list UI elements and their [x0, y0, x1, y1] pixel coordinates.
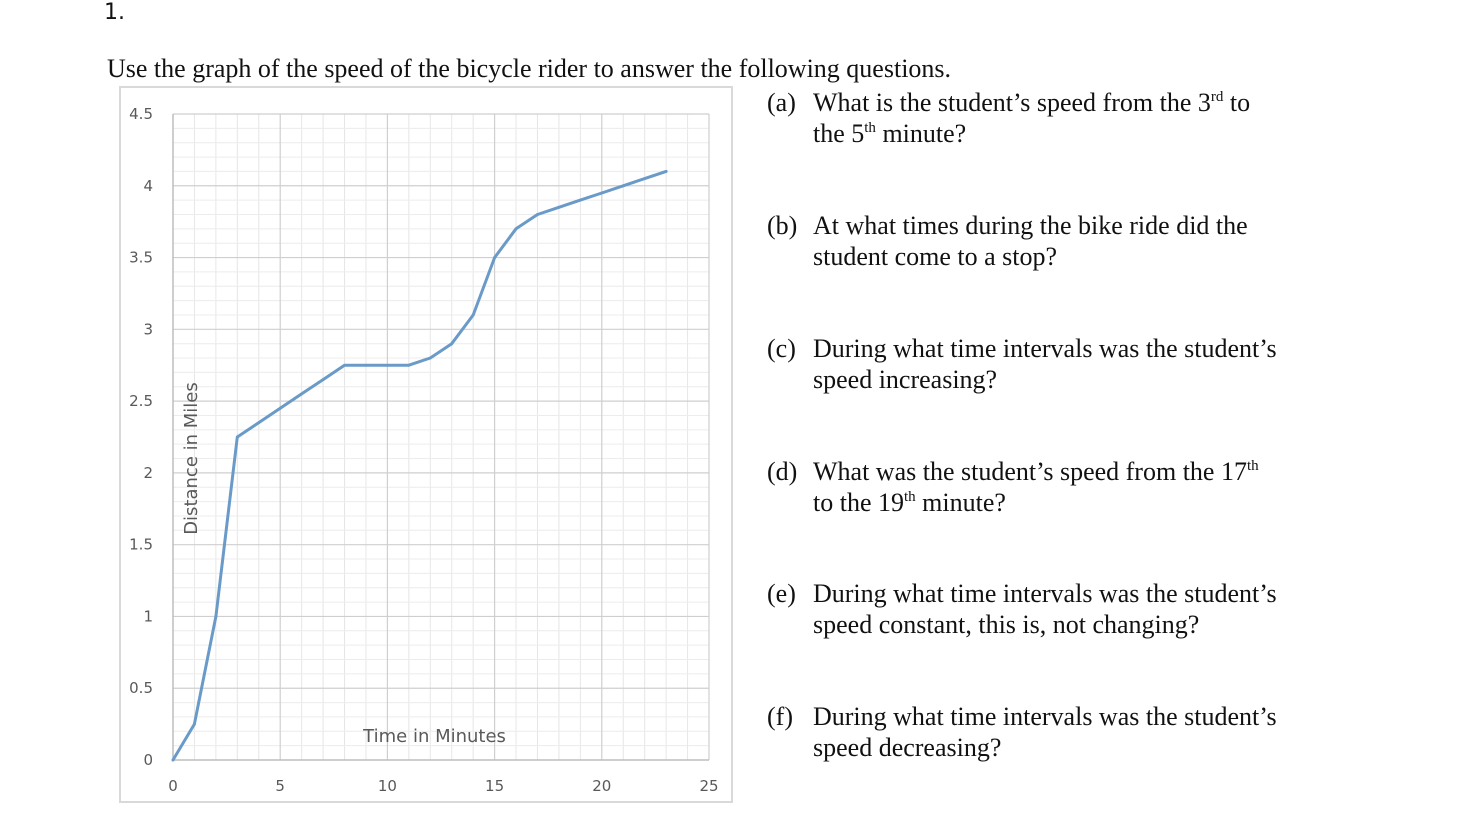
data-point [493, 256, 496, 259]
y-tick-label: 1.5 [129, 536, 153, 554]
data-point [300, 392, 304, 396]
question-letter: (b) [767, 211, 798, 240]
question-line: speed constant, this is, not changing? [813, 610, 1200, 639]
y-tick-label: 4.5 [129, 105, 153, 123]
y-tick-label: 0.5 [129, 679, 153, 697]
y-tick-label: 0 [143, 751, 153, 769]
x-tick-label: 5 [275, 777, 285, 795]
question-line: During what time intervals was the stude… [813, 334, 1277, 363]
ordinal-suffix: th [904, 489, 916, 505]
data-point [257, 421, 261, 425]
question-letter: (f) [767, 702, 793, 731]
intro-text: Use the graph of the speed of the bicycl… [107, 54, 952, 83]
problem-number: 1. [104, 0, 125, 25]
data-point [536, 213, 539, 216]
question-line: minute? [875, 119, 967, 148]
data-point [600, 191, 604, 195]
data-point [214, 615, 218, 618]
question-text: During what time intervals was the stude… [813, 333, 1373, 395]
y-tick-label: 4 [143, 177, 153, 195]
x-tick-label: 25 [699, 777, 718, 795]
distance-time-chart: 0 0.5 1 1.5 2 2.5 3 3.5 4 4.5 0 5 10 15 20 25 Time in Mi… [129, 105, 718, 795]
data-point [450, 342, 454, 346]
chart-frame: 0 0.5 1 1.5 2 2.5 3 3.5 4 4.5 0 5 10 15 20 25 Time in Mi… [119, 86, 733, 803]
data-point [664, 170, 668, 173]
question-text: At what times during the bike ride did t… [813, 210, 1373, 272]
ordinal-suffix: th [864, 120, 876, 136]
question-line: What is the student’s speed from the 3 [813, 88, 1211, 117]
question-line: to the 19 [813, 488, 904, 517]
data-point [364, 363, 368, 367]
question-line: student come to a stop? [813, 242, 1058, 271]
question-line: During what time intervals was the stude… [813, 579, 1277, 608]
data-point [471, 313, 475, 317]
data-point [514, 227, 518, 231]
y-axis-title: Distance in Miles [181, 382, 202, 535]
question-line: speed decreasing? [813, 733, 1002, 762]
question-letter: (d) [767, 457, 798, 486]
x-tick-label: 20 [592, 777, 611, 795]
ordinal-suffix: th [1246, 458, 1259, 474]
question-letter: (c) [767, 334, 796, 363]
question-line: At what times during the bike ride did t… [813, 211, 1248, 240]
data-point [643, 177, 647, 180]
data-point [557, 205, 561, 209]
question-line: to [1223, 88, 1251, 117]
series-line [171, 169, 668, 762]
data-point [407, 363, 411, 367]
x-axis-title: Time in Minutes [362, 726, 506, 747]
y-tick-label: 3 [143, 320, 153, 338]
ordinal-suffix: rd [1210, 89, 1224, 105]
question-line: During what time intervals was the stude… [813, 702, 1277, 731]
question-line: minute? [915, 488, 1006, 517]
question-text: What was the student’s speed from the 17… [813, 456, 1373, 518]
data-point [343, 363, 346, 367]
data-point [171, 758, 175, 762]
question-text: During what time intervals was the stude… [813, 578, 1373, 640]
data-point [386, 363, 389, 367]
question-letter: (e) [767, 579, 796, 608]
data-point [578, 198, 582, 202]
data-point [428, 356, 432, 360]
data-point [235, 435, 239, 439]
y-tick-label: 2 [143, 464, 153, 482]
data-point [621, 184, 625, 188]
y-tick-label: 1 [143, 607, 153, 625]
x-tick-label: 10 [378, 777, 397, 795]
x-tick-label: 15 [485, 777, 504, 795]
question-line: the 5 [813, 119, 865, 148]
data-point [193, 722, 196, 726]
question-text: What is the student’s speed from the 3rd… [813, 87, 1373, 149]
x-tick-label: 0 [168, 777, 178, 795]
y-tick-label: 3.5 [129, 249, 153, 267]
question-text: During what time intervals was the stude… [813, 701, 1373, 763]
y-tick-label: 2.5 [129, 392, 153, 410]
question-line: speed increasing? [813, 365, 998, 394]
question-letter: (a) [767, 88, 796, 117]
question-line: What was the student’s speed from the 17 [813, 457, 1247, 486]
data-point [321, 378, 325, 381]
data-point [278, 406, 282, 410]
